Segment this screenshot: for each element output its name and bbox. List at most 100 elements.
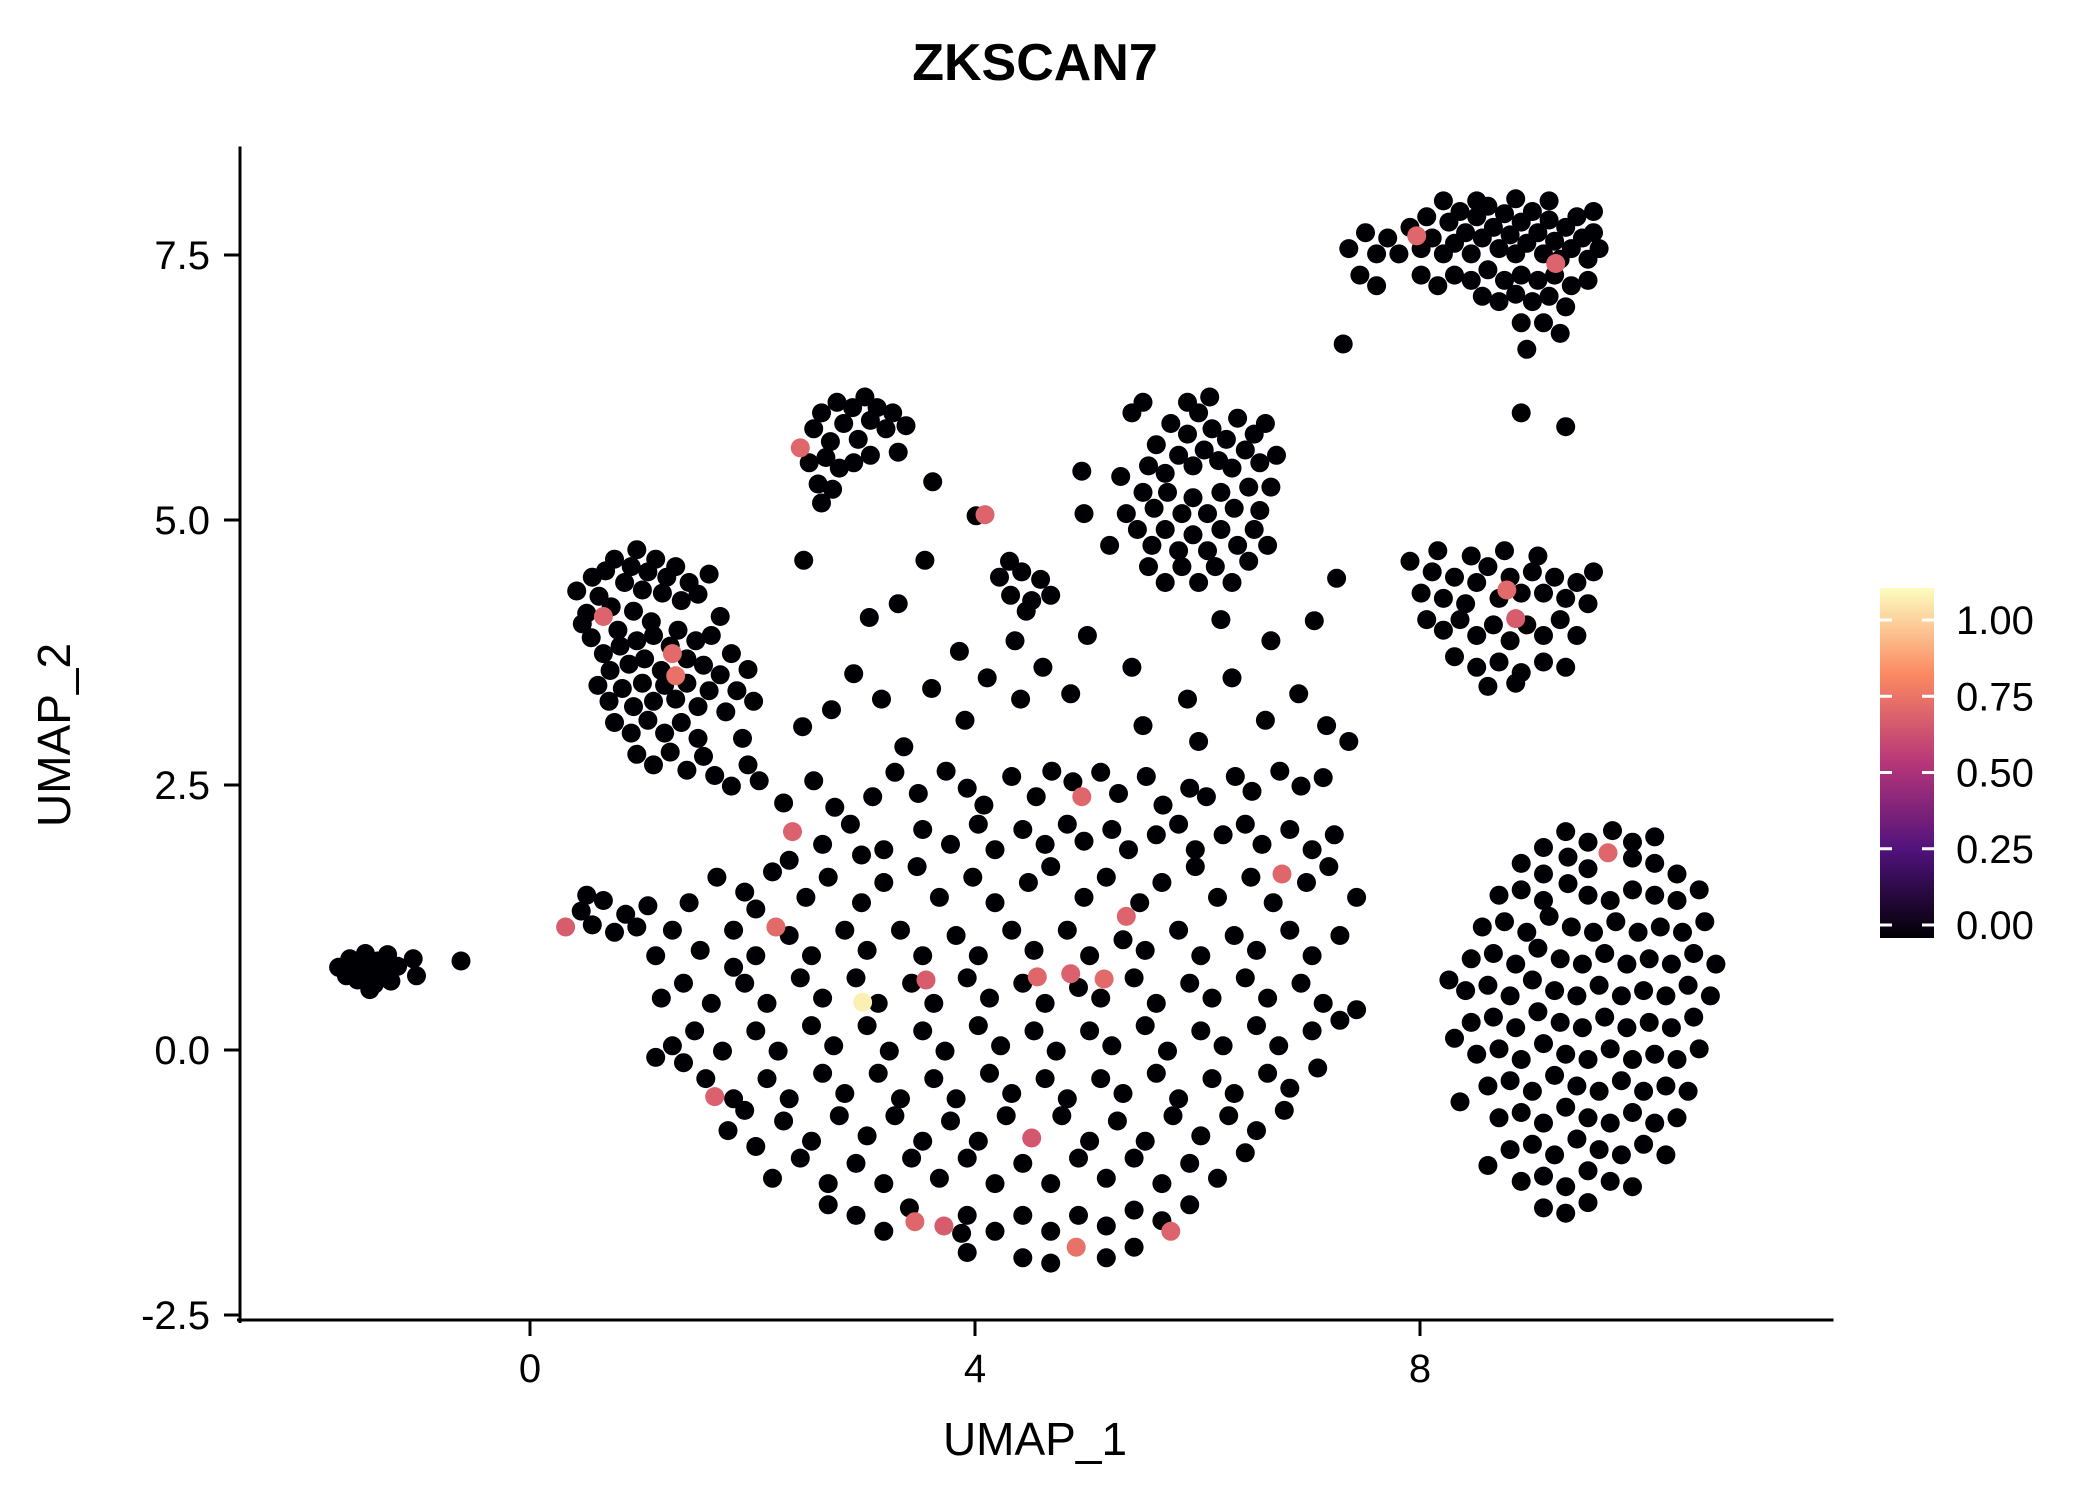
data-point	[1467, 191, 1487, 211]
data-point	[1500, 1071, 1520, 1091]
data-point	[1291, 973, 1311, 993]
data-point	[627, 917, 647, 937]
data-point	[616, 904, 636, 924]
colorbar-tick-label: 0.50	[1956, 752, 2034, 796]
data-point	[1528, 546, 1548, 566]
data-point	[996, 1106, 1016, 1126]
data-point	[1185, 857, 1205, 877]
data-point	[1495, 270, 1514, 290]
data-point	[1213, 825, 1233, 845]
data-point	[1241, 867, 1261, 887]
data-point	[1595, 1007, 1615, 1027]
data-point	[721, 776, 741, 796]
data-point	[1096, 1216, 1116, 1236]
data-point	[1042, 761, 1062, 781]
data-point	[727, 681, 747, 701]
data-point	[1545, 1145, 1565, 1165]
data-point	[1407, 226, 1427, 246]
data-point	[1600, 1171, 1620, 1191]
data-point	[707, 867, 727, 887]
data-point	[1002, 1084, 1022, 1103]
data-point	[1545, 1065, 1565, 1085]
data-point	[1041, 1174, 1061, 1194]
data-point	[1534, 864, 1553, 884]
data-point	[605, 713, 624, 732]
data-point	[1247, 940, 1266, 960]
data-point	[1356, 223, 1375, 243]
data-point	[968, 1131, 988, 1151]
data-point	[790, 1148, 810, 1168]
data-point	[829, 458, 849, 478]
data-point	[888, 442, 908, 462]
data-point	[848, 429, 868, 449]
data-point	[1144, 498, 1164, 518]
data-point	[1556, 1044, 1576, 1064]
data-point	[694, 746, 713, 766]
data-point	[674, 973, 693, 993]
data-point	[1450, 610, 1470, 630]
data-point	[1589, 975, 1609, 995]
data-point	[610, 636, 630, 656]
data-point	[1517, 922, 1537, 942]
data-point	[827, 392, 847, 412]
data-point	[1308, 1058, 1328, 1078]
data-point	[835, 920, 855, 940]
data-point	[883, 403, 903, 423]
data-point	[627, 744, 647, 764]
data-point	[671, 591, 691, 611]
data-point	[1561, 276, 1581, 296]
data-point	[1191, 1021, 1211, 1041]
data-point	[696, 1069, 716, 1089]
data-point	[1623, 1103, 1642, 1122]
data-point	[1041, 1253, 1061, 1273]
data-point	[1623, 848, 1642, 868]
data-point	[1002, 920, 1022, 940]
data-point	[1500, 631, 1520, 651]
data-point	[1272, 864, 1292, 884]
data-point	[1313, 768, 1333, 788]
data-point	[1656, 986, 1676, 1006]
data-point	[1135, 1131, 1155, 1151]
data-point	[1489, 1108, 1509, 1128]
data-point	[1534, 1198, 1553, 1218]
data-point	[766, 917, 786, 937]
y-axis-title: UMAP_2	[28, 643, 80, 827]
data-point	[1367, 244, 1387, 264]
data-point	[1146, 825, 1166, 845]
data-point	[1107, 1111, 1127, 1131]
data-point	[1280, 920, 1300, 940]
data-point	[1661, 1018, 1681, 1038]
data-point	[1534, 583, 1553, 603]
data-point	[1152, 1174, 1172, 1194]
data-point	[929, 887, 949, 907]
data-point	[686, 631, 706, 651]
data-point	[874, 873, 894, 892]
data-point	[1180, 973, 1200, 993]
data-point	[1302, 840, 1322, 860]
data-point	[823, 479, 843, 499]
data-point	[1267, 445, 1286, 465]
data-point	[593, 891, 613, 910]
data-point	[1330, 926, 1350, 945]
x-axis-ticks: 0 4 8	[519, 1320, 1431, 1391]
data-point	[1291, 776, 1311, 796]
data-point	[1489, 1039, 1509, 1059]
data-point	[1497, 580, 1517, 600]
data-point	[1506, 189, 1526, 209]
data-point	[757, 993, 777, 1013]
data-point	[888, 594, 908, 614]
data-point	[1185, 840, 1205, 860]
data-point	[1178, 424, 1197, 444]
data-point	[816, 448, 836, 467]
data-point	[638, 896, 658, 916]
data-point	[1639, 1012, 1659, 1032]
data-point	[1191, 946, 1211, 966]
data-point	[699, 681, 719, 701]
data-point	[1211, 482, 1231, 502]
data-point	[1667, 864, 1687, 884]
scatter-points	[329, 189, 1726, 1273]
data-point	[746, 1137, 766, 1156]
data-point	[1116, 906, 1136, 926]
data-point	[1119, 840, 1138, 860]
data-point	[1096, 1248, 1116, 1268]
